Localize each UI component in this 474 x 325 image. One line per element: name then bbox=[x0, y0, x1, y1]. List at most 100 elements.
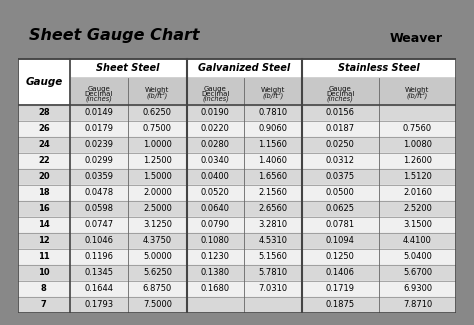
Text: 5.0000: 5.0000 bbox=[143, 252, 172, 261]
Text: 0.7560: 0.7560 bbox=[403, 124, 432, 133]
Text: 1.2600: 1.2600 bbox=[403, 156, 432, 165]
Text: 0.7810: 0.7810 bbox=[258, 108, 288, 117]
Text: Decimal: Decimal bbox=[201, 91, 229, 97]
Text: 0.0790: 0.0790 bbox=[201, 220, 230, 229]
Text: 0.0781: 0.0781 bbox=[326, 220, 355, 229]
Text: 0.1380: 0.1380 bbox=[201, 268, 230, 277]
Text: 0.0187: 0.0187 bbox=[326, 124, 355, 133]
Text: 7: 7 bbox=[41, 300, 47, 309]
Text: Galvanized Steel: Galvanized Steel bbox=[198, 63, 291, 73]
Text: 0.1046: 0.1046 bbox=[84, 236, 113, 245]
Text: 1.5120: 1.5120 bbox=[403, 172, 432, 181]
Text: 14: 14 bbox=[38, 220, 50, 229]
Text: 0.1094: 0.1094 bbox=[326, 236, 355, 245]
Text: 7.0310: 7.0310 bbox=[258, 284, 288, 293]
Text: 4.3750: 4.3750 bbox=[143, 236, 172, 245]
Bar bbox=[18, 201, 456, 217]
Text: 2.5000: 2.5000 bbox=[143, 204, 172, 213]
Text: 0.1230: 0.1230 bbox=[201, 252, 230, 261]
Bar bbox=[18, 59, 456, 105]
Text: 0.0280: 0.0280 bbox=[201, 140, 230, 149]
Text: 1.6560: 1.6560 bbox=[258, 172, 288, 181]
Text: (inches): (inches) bbox=[202, 95, 229, 102]
Text: Weight: Weight bbox=[145, 87, 170, 93]
Text: 26: 26 bbox=[38, 124, 50, 133]
Text: 5.7810: 5.7810 bbox=[258, 268, 288, 277]
Text: 1.5000: 1.5000 bbox=[143, 172, 172, 181]
Bar bbox=[18, 121, 456, 136]
Text: 0.0340: 0.0340 bbox=[201, 156, 230, 165]
Text: 0.0239: 0.0239 bbox=[84, 140, 113, 149]
Bar bbox=[18, 105, 456, 121]
Bar bbox=[18, 249, 456, 265]
Text: 0.0179: 0.0179 bbox=[84, 124, 113, 133]
Text: 28: 28 bbox=[38, 108, 50, 117]
Bar bbox=[18, 265, 456, 281]
Bar bbox=[71, 60, 185, 76]
Text: 0.1680: 0.1680 bbox=[201, 284, 230, 293]
Text: 0.1719: 0.1719 bbox=[326, 284, 355, 293]
Bar bbox=[188, 60, 301, 76]
Text: (lb/ft²): (lb/ft²) bbox=[263, 91, 283, 98]
Text: 0.0312: 0.0312 bbox=[326, 156, 355, 165]
Text: 18: 18 bbox=[38, 188, 50, 197]
Text: 6.8750: 6.8750 bbox=[143, 284, 172, 293]
Text: 0.0478: 0.0478 bbox=[84, 188, 113, 197]
Text: 7.8710: 7.8710 bbox=[403, 300, 432, 309]
Text: 24: 24 bbox=[38, 140, 50, 149]
Bar bbox=[18, 153, 456, 169]
Text: 22: 22 bbox=[38, 156, 50, 165]
Bar bbox=[18, 136, 456, 153]
Bar bbox=[18, 233, 456, 249]
Text: 2.1560: 2.1560 bbox=[258, 188, 288, 197]
Text: 0.0400: 0.0400 bbox=[201, 172, 230, 181]
Bar bbox=[18, 297, 456, 313]
Text: 0.0359: 0.0359 bbox=[84, 172, 113, 181]
Text: 0.6250: 0.6250 bbox=[143, 108, 172, 117]
Text: Weight: Weight bbox=[405, 87, 429, 93]
Text: 0.0299: 0.0299 bbox=[84, 156, 113, 165]
Text: 20: 20 bbox=[38, 172, 50, 181]
Text: 16: 16 bbox=[38, 204, 50, 213]
Text: 12: 12 bbox=[38, 236, 50, 245]
Text: 0.1196: 0.1196 bbox=[84, 252, 113, 261]
Text: 4.4100: 4.4100 bbox=[403, 236, 432, 245]
Text: 0.0625: 0.0625 bbox=[326, 204, 355, 213]
Text: 0.0598: 0.0598 bbox=[84, 204, 113, 213]
Text: 0.0190: 0.0190 bbox=[201, 108, 230, 117]
Text: 10: 10 bbox=[38, 268, 50, 277]
Text: 7.5000: 7.5000 bbox=[143, 300, 172, 309]
Text: 0.0156: 0.0156 bbox=[326, 108, 355, 117]
Text: 1.1560: 1.1560 bbox=[258, 140, 288, 149]
Text: 2.0000: 2.0000 bbox=[143, 188, 172, 197]
Text: 3.1500: 3.1500 bbox=[403, 220, 432, 229]
Text: 0.0640: 0.0640 bbox=[201, 204, 230, 213]
Text: Weight: Weight bbox=[261, 87, 285, 93]
Text: 1.0000: 1.0000 bbox=[143, 140, 172, 149]
Text: 0.1345: 0.1345 bbox=[84, 268, 113, 277]
Text: Gauge: Gauge bbox=[329, 86, 352, 92]
Text: Gauge: Gauge bbox=[204, 86, 227, 92]
Text: (inches): (inches) bbox=[85, 95, 112, 102]
Text: 5.6700: 5.6700 bbox=[403, 268, 432, 277]
Text: 2.5200: 2.5200 bbox=[403, 204, 432, 213]
Bar bbox=[18, 217, 456, 233]
Text: Sheet Steel: Sheet Steel bbox=[96, 63, 160, 73]
Text: 0.1250: 0.1250 bbox=[326, 252, 355, 261]
Text: 0.1875: 0.1875 bbox=[326, 300, 355, 309]
Text: 2.6560: 2.6560 bbox=[258, 204, 288, 213]
Text: 3.1250: 3.1250 bbox=[143, 220, 172, 229]
Text: 0.1793: 0.1793 bbox=[84, 300, 113, 309]
Bar bbox=[18, 281, 456, 297]
Text: 5.0400: 5.0400 bbox=[403, 252, 432, 261]
Text: 0.1406: 0.1406 bbox=[326, 268, 355, 277]
Text: 0.0375: 0.0375 bbox=[326, 172, 355, 181]
Text: 1.4060: 1.4060 bbox=[258, 156, 288, 165]
Text: Weaver: Weaver bbox=[390, 32, 443, 45]
Text: Decimal: Decimal bbox=[85, 91, 113, 97]
Text: (lb/ft²): (lb/ft²) bbox=[147, 91, 168, 98]
Text: 2.0160: 2.0160 bbox=[403, 188, 432, 197]
Text: 5.1560: 5.1560 bbox=[258, 252, 288, 261]
Text: Gauge: Gauge bbox=[25, 77, 63, 87]
Text: 0.9060: 0.9060 bbox=[258, 124, 288, 133]
